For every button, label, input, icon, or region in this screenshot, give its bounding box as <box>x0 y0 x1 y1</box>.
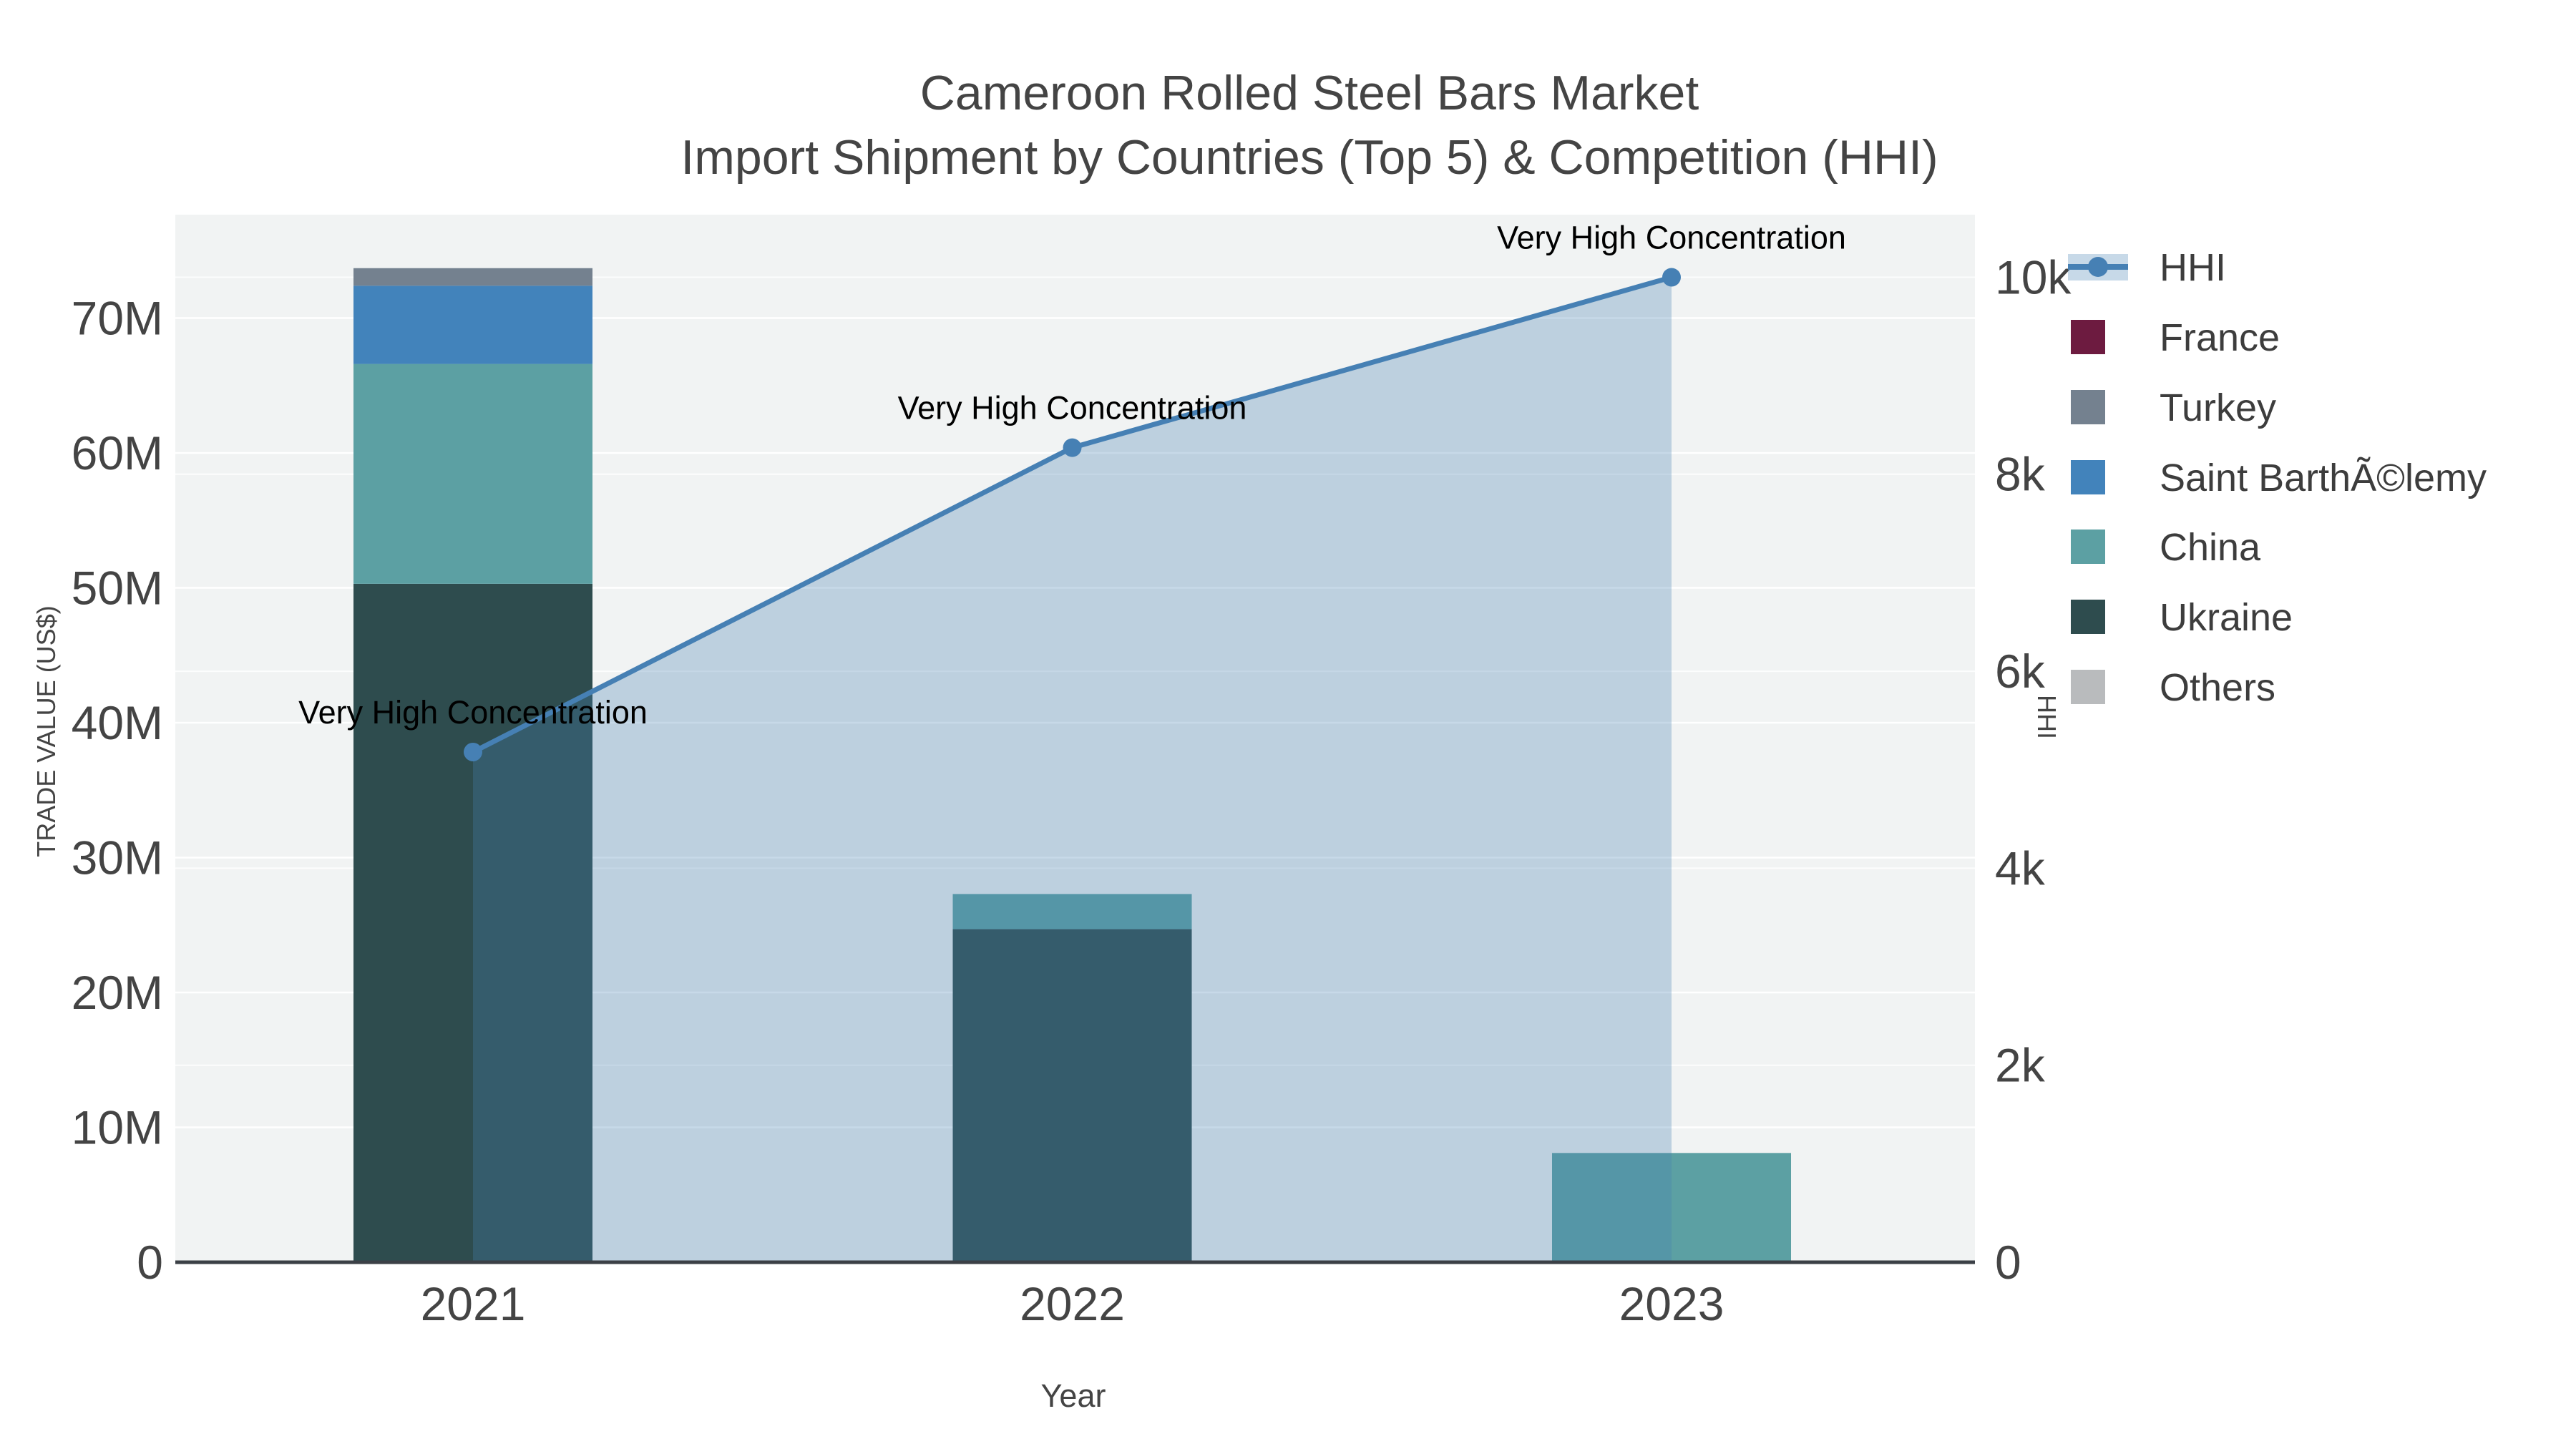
legend-label-france: France <box>2160 316 2280 359</box>
y-left-tick: 20M <box>72 966 163 1019</box>
legend-item-hhi[interactable]: HHI <box>2068 246 2226 289</box>
bar-segment-china-2022[interactable] <box>952 894 1192 930</box>
others-swatch <box>2071 670 2105 704</box>
china-swatch <box>2071 530 2105 564</box>
bar-segment-ukraine-2021[interactable] <box>353 583 592 1262</box>
chart-title-line2: Import Shipment by Countries (Top 5) & C… <box>680 130 1938 185</box>
bar-segment-saint-barth-lemy-2021[interactable] <box>353 286 592 364</box>
bar-segment-turkey-2021[interactable] <box>353 268 592 286</box>
x-tick-labels: 2021 2022 2023 <box>421 1277 1724 1330</box>
legend-item-china[interactable]: China <box>2071 526 2261 569</box>
legend-item-turkey[interactable]: Turkey <box>2071 386 2276 429</box>
y-right-tick: 0 <box>1995 1236 2021 1289</box>
y-left-axis-title: TRADE VALUE (US$) <box>31 605 61 857</box>
ukraine-swatch <box>2071 600 2105 634</box>
plot-layer <box>175 215 1975 1264</box>
annotation-2021: Very High Concentration <box>298 694 648 731</box>
hhi-marker-2021[interactable] <box>464 742 482 761</box>
y-left-tick: 0 <box>137 1236 163 1289</box>
y-right-tick: 10k <box>1995 250 2072 303</box>
y-right-axis-title: HHI <box>2032 695 2062 739</box>
turkey-swatch <box>2071 390 2105 424</box>
saint-barthelemy-swatch <box>2071 460 2105 494</box>
annotations: Very High Concentration Very High Concen… <box>298 219 1846 730</box>
y-right-tick: 8k <box>1995 448 2046 501</box>
x-tick-2021: 2021 <box>421 1277 526 1330</box>
y-left-tick: 60M <box>72 426 163 479</box>
bar-segment-china-2021[interactable] <box>353 364 592 584</box>
annotation-2022: Very High Concentration <box>898 390 1247 426</box>
legend-label-china: China <box>2160 526 2261 569</box>
bar-segment-ukraine-2022[interactable] <box>952 929 1192 1262</box>
x-tick-2022: 2022 <box>1020 1277 1125 1330</box>
y-left-tick: 50M <box>72 562 163 615</box>
x-tick-2023: 2023 <box>1619 1277 1724 1330</box>
legend: HHI France Turkey Saint BarthÃ©lemy Chin… <box>2068 246 2487 709</box>
y-right-tick-labels: 0 2k 4k 6k 8k 10k <box>1995 250 2072 1289</box>
bar-segment-china-2023[interactable] <box>1552 1153 1791 1262</box>
hhi-marker-2023[interactable] <box>1662 268 1681 287</box>
hhi-marker-swatch <box>2088 257 2108 277</box>
legend-label-hhi: HHI <box>2160 246 2226 289</box>
y-right-tick: 6k <box>1995 645 2046 698</box>
legend-item-others[interactable]: Others <box>2071 666 2275 709</box>
legend-item-saint-barthelemy[interactable]: Saint BarthÃ©lemy <box>2071 457 2487 499</box>
y-left-tick: 70M <box>72 292 163 345</box>
legend-item-ukraine[interactable]: Ukraine <box>2071 596 2293 639</box>
legend-item-france[interactable]: France <box>2071 316 2280 359</box>
y-right-tick: 2k <box>1995 1039 2046 1092</box>
legend-label-turkey: Turkey <box>2160 386 2276 429</box>
legend-label-ukraine: Ukraine <box>2160 596 2293 639</box>
y-left-tick: 10M <box>72 1101 163 1154</box>
hhi-area-fill <box>473 277 1672 1263</box>
y-left-tick-labels: 0 10M 20M 30M 40M 50M 60M 70M <box>72 292 163 1289</box>
legend-label-others: Others <box>2160 666 2275 709</box>
y-left-tick: 30M <box>72 831 163 884</box>
hhi-marker-2022[interactable] <box>1063 438 1082 457</box>
chart-title-line1: Cameroon Rolled Steel Bars Market <box>920 66 1699 120</box>
annotation-2023: Very High Concentration <box>1497 219 1846 255</box>
y-right-tick: 4k <box>1995 841 2046 894</box>
france-swatch <box>2071 320 2105 354</box>
y-left-tick: 40M <box>72 696 163 749</box>
x-axis-title: Year <box>1041 1377 1106 1414</box>
legend-label-saint-barthelemy: Saint BarthÃ©lemy <box>2160 457 2487 499</box>
